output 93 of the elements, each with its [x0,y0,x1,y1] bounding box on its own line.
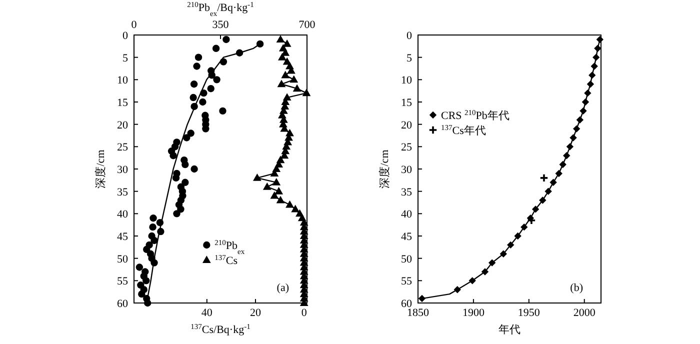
y-axis-title: 深度/cm [378,149,391,188]
point [566,143,574,150]
annotation: (a) [276,282,290,294]
point [290,75,298,83]
point [454,286,461,294]
point [274,186,284,194]
x2-tick-label: 350 [212,19,230,31]
x-tick-label: 40 [201,307,213,319]
x-tick-label: 1850 [407,307,430,319]
point [468,277,476,284]
y-tick-label: 5 [406,52,412,64]
point [291,204,300,212]
x-tick-label: 20 [250,307,262,319]
point [507,241,514,249]
y-tick-label: 15 [401,97,412,109]
point [514,232,522,240]
point [262,182,272,190]
point [563,152,570,160]
annotation: (b) [570,282,584,294]
y-tick-label: 10 [117,74,128,87]
y-tick-label: 10 [401,74,412,87]
point [588,72,596,79]
y-tick-label: 55 [117,276,128,288]
y-tick-label: 60 [117,298,128,310]
y-tick-label: 30 [401,164,412,176]
point [555,170,562,178]
legend-label: $^{210}$Pb$_{ex}$ [214,238,245,256]
y-tick-label: 40 [401,208,412,221]
point [580,107,587,115]
legend-label: $^{137}$Cs年代 [441,122,486,137]
x-tick-label: 2000 [573,307,596,319]
x-axis-title: $^{137}$Cs/Bq·kg$^{-1}$ [190,322,251,336]
point [532,206,540,213]
point [278,52,286,60]
point [582,98,590,106]
x-tick-label: 1900 [462,307,485,319]
y-tick-label: 45 [117,231,128,243]
y-tick-label: 55 [401,276,412,288]
point [539,173,548,182]
point [592,54,600,61]
y-tick-label: 25 [401,142,412,154]
point [488,259,496,266]
y-tick-label: 20 [401,119,412,132]
legend-label: CRS $^{210}$Pb年代 [441,108,510,122]
point [539,196,546,204]
x2-tick-label: 700 [298,19,316,31]
point [276,196,285,204]
point [500,250,507,258]
x-axis-title: 年代 [498,324,520,336]
y-tick-label: 20 [117,119,128,132]
x-tick-label: 0 [301,307,308,319]
point [418,294,426,302]
point [252,174,262,181]
point [586,80,594,88]
y-tick-label: 45 [401,231,412,243]
point [292,84,302,92]
point [282,40,292,47]
y-tick-label: 30 [117,164,128,176]
y-tick-label: 5 [122,52,128,64]
point [272,178,281,186]
point [594,44,602,52]
y-tick-label: 0 [122,30,128,42]
x2-tick-label: 0 [131,19,138,31]
y-tick-label: 35 [401,186,412,198]
point [576,116,584,124]
y-tick-label: 40 [117,208,128,221]
point [286,200,294,208]
point [276,35,285,42]
point [544,188,552,195]
point [520,223,528,231]
y-tick-label: 15 [117,97,128,109]
y-tick-label: 50 [117,253,128,266]
point [302,88,311,96]
point [270,191,279,199]
y-tick-label: 35 [117,186,128,198]
point [281,70,290,78]
point [559,160,566,168]
y-tick-label: 50 [401,253,412,266]
y-axis-title: 深度/cm [94,149,107,188]
point [584,89,592,97]
y-tick-label: 0 [406,30,412,42]
y-tick-label: 25 [117,142,128,154]
x2-axis-title: $^{210}$Pb$_{ex}$/Bq·kg$^{-1}$ [187,0,254,18]
point [596,36,604,44]
point [277,80,286,88]
y-tick-label: 60 [401,298,412,310]
point [573,125,580,132]
point [481,268,489,276]
x-tick-label: 1950 [518,307,540,319]
point [550,178,557,186]
point [570,134,577,142]
point [590,62,598,70]
legend-label: $^{137}$Cs [214,252,238,267]
